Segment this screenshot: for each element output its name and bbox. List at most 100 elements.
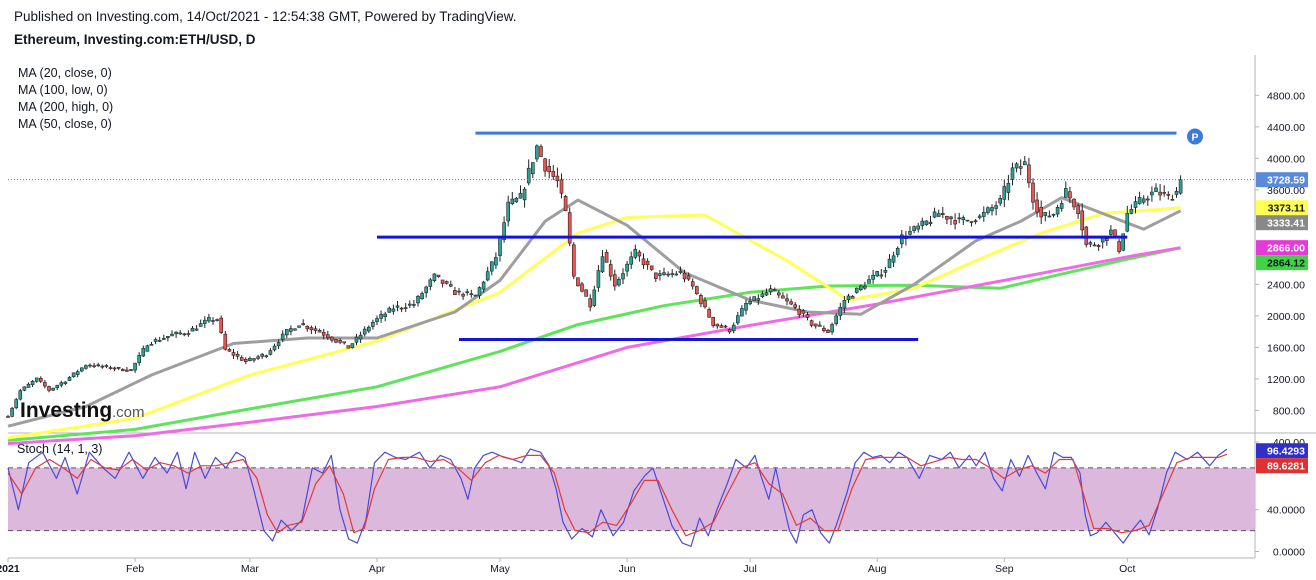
candle-body <box>280 333 285 340</box>
candle-body <box>297 325 301 328</box>
price-value-label-bg <box>1256 172 1308 188</box>
candle-body <box>1014 163 1019 169</box>
candle-body <box>522 188 527 201</box>
candle-body <box>756 298 761 301</box>
indicator-ma100-label[interactable]: MA (100, low, 0) <box>18 83 108 97</box>
stochastic-indicator-label[interactable]: Stoch (14, 1, 3) <box>17 442 103 456</box>
marker-badge-circle[interactable] <box>1187 128 1203 145</box>
candle-body <box>375 318 379 323</box>
candle-body <box>793 304 798 308</box>
candle-body <box>682 273 687 280</box>
candle-body <box>633 248 638 258</box>
candle-body <box>1002 186 1007 200</box>
candle-body <box>473 294 478 297</box>
candle-body <box>838 307 843 316</box>
candle-body <box>592 289 597 306</box>
price-value-label-bg <box>1256 200 1308 216</box>
candle-body <box>350 343 355 348</box>
candle-body <box>744 303 748 311</box>
investing-logo: Investing .com <box>20 399 145 422</box>
candle-body <box>256 356 260 359</box>
candle-body <box>1059 203 1064 209</box>
candle-body <box>1117 241 1121 252</box>
candle-body <box>1129 209 1134 214</box>
stoch-axis-ticks: 0.0000 40.0000 <box>1255 505 1305 559</box>
candle-body <box>694 286 699 295</box>
price-value-label-bg <box>1256 240 1308 256</box>
time-tick-label: Feb <box>126 563 144 575</box>
price-axis-value-labels: 3728.59 3373.11 3333.41 2866.00 2864.12 <box>1256 172 1308 271</box>
candle-body <box>842 300 847 309</box>
candle-body <box>1064 188 1068 198</box>
candle-body <box>1047 215 1052 218</box>
indicator-ma20-label[interactable]: MA (20, close, 0) <box>18 66 112 80</box>
candle-body <box>153 339 158 342</box>
candle-body <box>116 367 121 369</box>
candle-body <box>121 369 125 372</box>
candle-body <box>379 314 383 319</box>
candle-body <box>174 331 178 335</box>
time-tick-label: Sep <box>995 563 1014 575</box>
candle-body <box>223 333 228 350</box>
candle-body <box>198 323 203 327</box>
marker-badge[interactable]: P <box>1187 128 1203 145</box>
indicator-ma50-label[interactable]: MA (50, close, 0) <box>18 117 112 131</box>
candle-body <box>555 175 560 182</box>
candle-body <box>547 166 552 173</box>
candle-body <box>699 294 703 305</box>
candle-body <box>526 167 531 184</box>
stoch-tick-label: 40.0000 <box>1267 505 1305 517</box>
time-tick-label: Aug <box>868 563 887 575</box>
candle-body <box>612 274 617 287</box>
stoch-k-line <box>7 448 1228 547</box>
candle-body <box>797 309 802 315</box>
candle-body <box>658 273 662 276</box>
price-tick-label: 4000.00 <box>1267 153 1305 165</box>
stoch-value-label-text: 96.4293 <box>1267 446 1305 458</box>
candle-body <box>994 205 998 209</box>
candle-body <box>157 340 162 342</box>
candle-body <box>211 320 215 322</box>
candle-body <box>420 293 424 300</box>
candle-body <box>432 273 437 282</box>
candle-body <box>383 313 388 318</box>
candle-body <box>932 211 937 218</box>
candle-body <box>863 285 867 289</box>
support-resistance-lines[interactable] <box>377 131 1177 342</box>
candle-body <box>715 323 720 327</box>
candle-body <box>1166 194 1171 196</box>
candle-body <box>235 353 240 357</box>
candle-body <box>34 377 39 382</box>
candle-body <box>80 367 84 372</box>
candle-body <box>875 271 880 277</box>
price-value-label-bg <box>1256 255 1308 271</box>
candle-body <box>645 260 650 266</box>
candle-body <box>145 345 150 352</box>
candle-body <box>129 369 133 371</box>
candle-body <box>801 310 806 314</box>
candle-body <box>252 358 256 361</box>
candle-body <box>608 264 613 277</box>
indicator-ma200-label[interactable]: MA (200, high, 0) <box>18 100 114 114</box>
candle-body <box>666 273 670 276</box>
candle-body <box>805 314 810 318</box>
candle-body <box>731 324 736 332</box>
stoch-value-label-bg <box>1256 443 1308 459</box>
candle-body <box>973 220 978 222</box>
time-tick-label: Oct <box>1119 563 1135 575</box>
candle-body <box>1125 213 1130 232</box>
candle-body <box>215 319 219 321</box>
candle-body <box>424 286 429 294</box>
candle-body <box>670 273 675 275</box>
candle-body <box>752 296 757 301</box>
candle-body <box>325 334 330 339</box>
candle-body <box>395 305 400 308</box>
candle-body <box>957 217 962 220</box>
candle-body <box>969 221 974 223</box>
candle-body <box>945 216 949 220</box>
candle-body <box>309 327 314 331</box>
candle-body <box>1022 161 1027 166</box>
candle-body <box>571 244 576 277</box>
candle-body <box>604 252 609 263</box>
